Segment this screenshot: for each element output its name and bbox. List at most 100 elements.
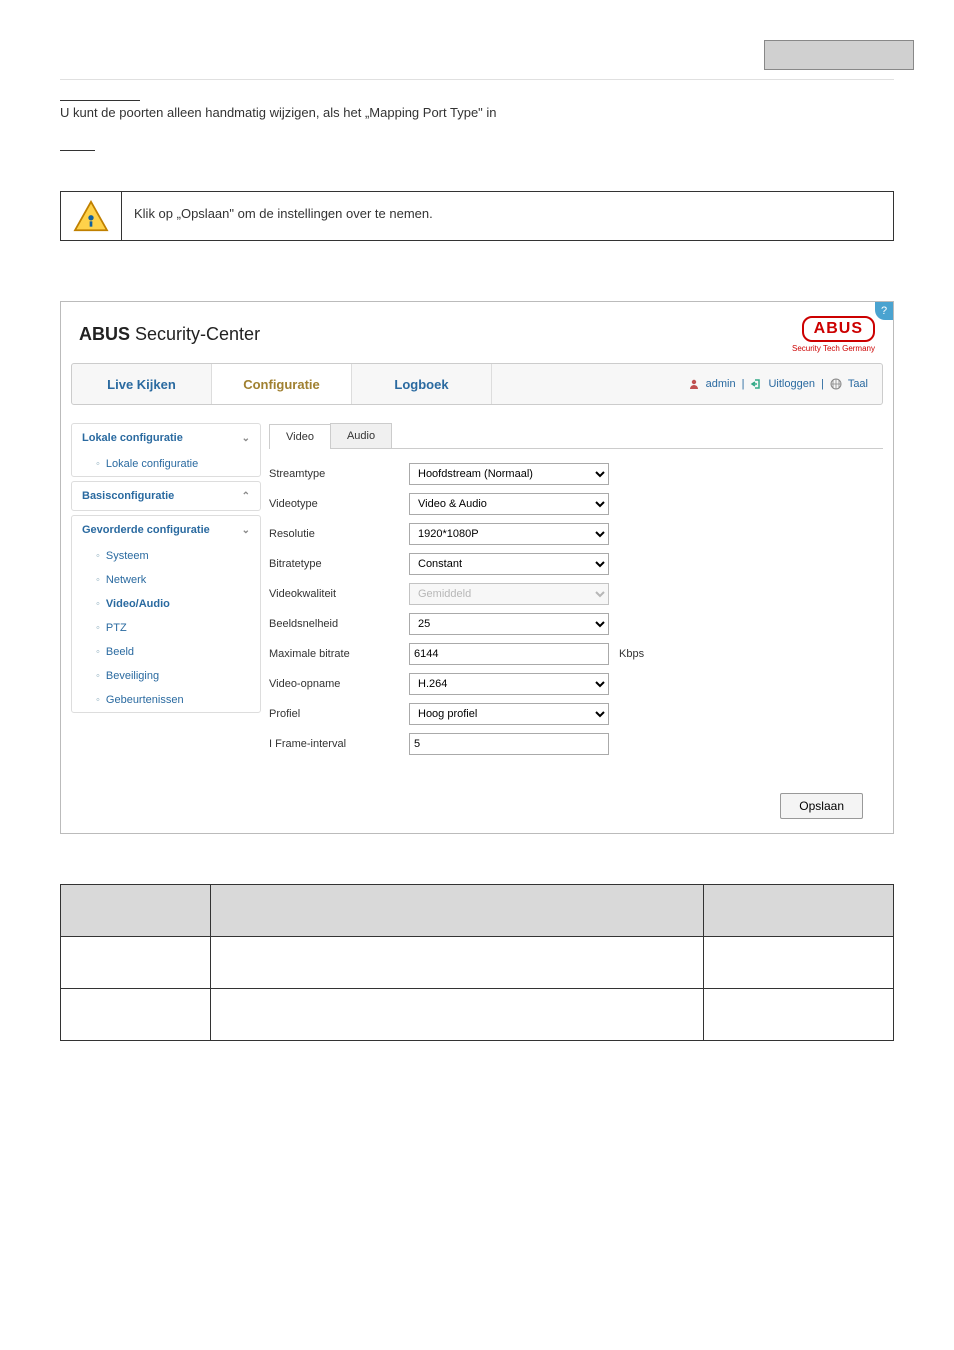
sidebar-item-beveiliging[interactable]: ◦Beveiliging (72, 664, 260, 688)
help-icon[interactable]: ? (875, 302, 893, 320)
sidebar-item-systeem[interactable]: ◦Systeem (72, 544, 260, 568)
sidebar-item-label: Gebeurtenissen (106, 694, 184, 706)
td-r1c1 (61, 937, 211, 989)
top-placeholder-box (764, 40, 914, 70)
app-title-bold: ABUS (79, 324, 130, 344)
main-tab-bar: Live Kijken Configuratie Logboek admin |… (71, 363, 883, 405)
sidegroup-adv: Gevorderde configuratie ⌄ ◦Systeem ◦Netw… (71, 515, 261, 713)
label-videotype: Videotype (269, 498, 409, 510)
note-icon-cell (61, 192, 121, 240)
label-resolutie: Resolutie (269, 528, 409, 540)
th-3 (704, 885, 894, 937)
save-row: Opslaan (61, 783, 893, 833)
logout-icon (750, 378, 762, 390)
label-iframe: I Frame-interval (269, 738, 409, 750)
label-streamtype: Streamtype (269, 468, 409, 480)
sidebar-item-ptz[interactable]: ◦PTZ (72, 616, 260, 640)
main-panel: Video Audio Streamtype Hoofdstream (Norm… (269, 423, 883, 763)
label-bitratetype: Bitratetype (269, 558, 409, 570)
sidebar-item-label: Systeem (106, 550, 149, 562)
inner-tabs: Video Audio (269, 423, 883, 449)
user-area: admin | Uitloggen | Taal (688, 378, 882, 390)
select-resolutie[interactable]: 1920*1080P (409, 523, 609, 545)
select-bitratetype[interactable]: Constant (409, 553, 609, 575)
sidehead-adv[interactable]: Gevorderde configuratie ⌄ (72, 516, 260, 544)
chevron-down-icon: ⌄ (242, 525, 250, 536)
select-streamtype[interactable]: Hoofdstream (Normaal) (409, 463, 609, 485)
brand-logo: ABUS Security Tech Germany (792, 316, 875, 353)
tab-config[interactable]: Configuratie (212, 364, 352, 404)
lang-link[interactable]: Taal (848, 378, 868, 390)
app-title-rest: Security-Center (130, 324, 260, 344)
short-divider (60, 150, 95, 151)
sidebar-item-videoaudio[interactable]: ◦Video/Audio (72, 592, 260, 616)
logout-link[interactable]: Uitloggen (768, 378, 814, 390)
sidehead-basic-label: Basisconfiguratie (82, 490, 174, 502)
sep2: | (821, 378, 824, 390)
label-videoopname: Video-opname (269, 678, 409, 690)
page-top-bar (60, 40, 894, 80)
sidebar-item-label: Video/Audio (106, 598, 170, 610)
warning-icon (73, 200, 109, 232)
label-beeldsnelheid: Beeldsnelheid (269, 618, 409, 630)
chevron-up-icon: ⌃ (242, 491, 250, 502)
sidebar-item-local[interactable]: ◦Lokale configuratie (72, 452, 260, 476)
row-bitratetype: Bitratetype Constant (269, 553, 883, 575)
app-title: ABUS Security-Center (79, 324, 260, 345)
sidebar-item-netwerk[interactable]: ◦Netwerk (72, 568, 260, 592)
sidehead-adv-label: Gevorderde configuratie (82, 524, 210, 536)
globe-icon (830, 378, 842, 390)
sidegroup-local: Lokale configuratie ⌄ ◦Lokale configurat… (71, 423, 261, 477)
input-maxbitrate[interactable] (409, 643, 609, 665)
label-videokwaliteit: Videokwaliteit (269, 588, 409, 600)
user-name: admin (706, 378, 736, 390)
row-iframe: I Frame-interval (269, 733, 883, 755)
th-1 (61, 885, 211, 937)
chevron-down-icon: ⌄ (242, 433, 250, 444)
intro-divider (60, 100, 140, 101)
input-iframe[interactable] (409, 733, 609, 755)
inner-tab-video[interactable]: Video (269, 424, 331, 449)
sidehead-basic[interactable]: Basisconfiguratie ⌃ (72, 482, 260, 510)
select-videotype[interactable]: Video & Audio (409, 493, 609, 515)
unit-kbps: Kbps (619, 648, 644, 660)
row-videoopname: Video-opname H.264 (269, 673, 883, 695)
label-profiel: Profiel (269, 708, 409, 720)
row-beeldsnelheid: Beeldsnelheid 25 (269, 613, 883, 635)
app-window: ? ABUS Security-Center ABUS Security Tec… (60, 301, 894, 834)
sidebar-item-label: Beveiliging (106, 670, 159, 682)
select-videoopname[interactable]: H.264 (409, 673, 609, 695)
app-header: ABUS Security-Center ABUS Security Tech … (61, 302, 893, 363)
label-maxbitrate: Maximale bitrate (269, 648, 409, 660)
sidebar-item-beeld[interactable]: ◦Beeld (72, 640, 260, 664)
sidehead-local[interactable]: Lokale configuratie ⌄ (72, 424, 260, 452)
save-button[interactable]: Opslaan (780, 793, 863, 819)
sidebar-item-label: Beeld (106, 646, 134, 658)
th-2 (211, 885, 704, 937)
td-r2c3 (704, 989, 894, 1041)
tab-live[interactable]: Live Kijken (72, 364, 212, 404)
sidebar-item-gebeurtenissen[interactable]: ◦Gebeurtenissen (72, 688, 260, 712)
inner-tab-audio[interactable]: Audio (330, 423, 392, 448)
intro-text: U kunt de poorten alleen handmatig wijzi… (60, 105, 894, 120)
sidebar-item-label: PTZ (106, 622, 127, 634)
content-row: Lokale configuratie ⌄ ◦Lokale configurat… (61, 405, 893, 783)
row-profiel: Profiel Hoog profiel (269, 703, 883, 725)
td-r1c2 (211, 937, 704, 989)
sidebar-item-label: Netwerk (106, 574, 146, 586)
td-r2c2 (211, 989, 704, 1041)
tab-log[interactable]: Logboek (352, 364, 492, 404)
select-beeldsnelheid[interactable]: 25 (409, 613, 609, 635)
td-r1c3 (704, 937, 894, 989)
user-icon (688, 378, 700, 390)
sidehead-local-label: Lokale configuratie (82, 432, 183, 444)
select-videokwaliteit: Gemiddeld (409, 583, 609, 605)
row-resolutie: Resolutie 1920*1080P (269, 523, 883, 545)
select-profiel[interactable]: Hoog profiel (409, 703, 609, 725)
td-r2c1 (61, 989, 211, 1041)
row-streamtype: Streamtype Hoofdstream (Normaal) (269, 463, 883, 485)
note-box: Klik op „Opslaan" om de instellingen ove… (60, 191, 894, 241)
sidebar-item-local-label: Lokale configuratie (106, 458, 198, 470)
note-text: Klik op „Opslaan" om de instellingen ove… (121, 192, 893, 240)
brand-logo-text: ABUS (802, 316, 875, 342)
